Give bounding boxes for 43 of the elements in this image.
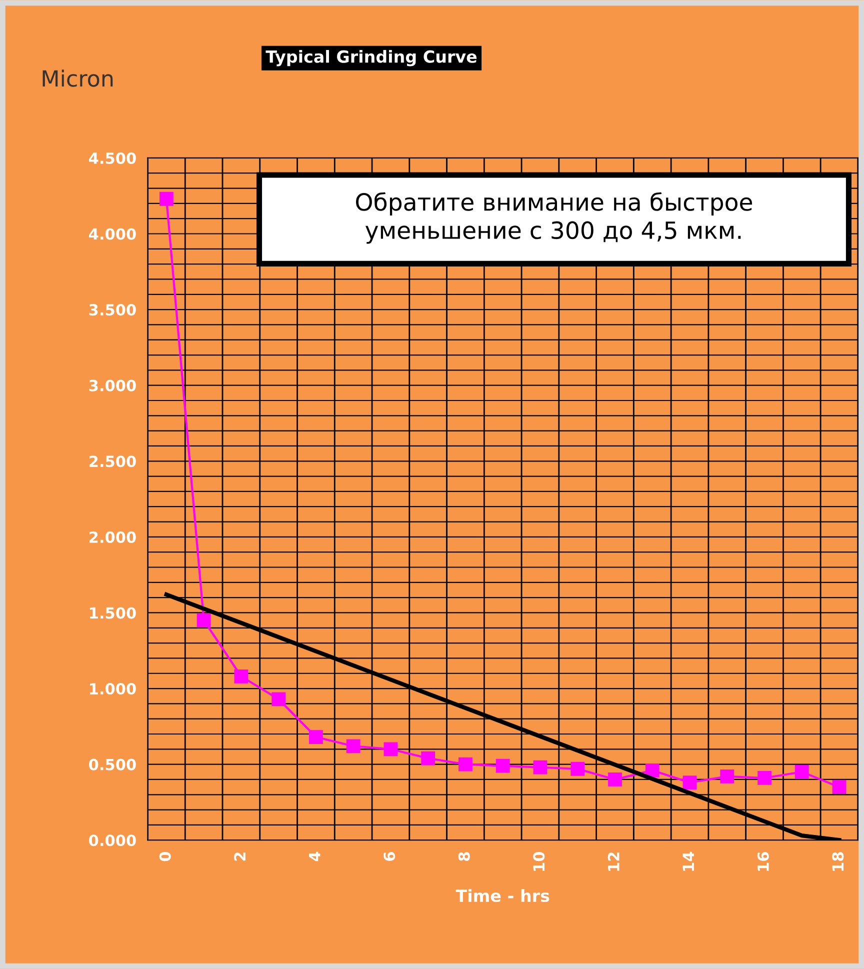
point	[421, 751, 436, 766]
point	[758, 771, 772, 785]
point	[832, 780, 846, 794]
point	[196, 613, 211, 628]
point	[159, 192, 174, 206]
y-tick-label: 2.500	[90, 456, 136, 468]
x-tick-label: 8	[458, 852, 470, 861]
point	[496, 758, 510, 773]
point	[272, 692, 286, 706]
point	[570, 762, 585, 776]
point	[234, 669, 248, 684]
x-tick-label: 10	[533, 852, 545, 871]
x-tick-label: 2	[234, 852, 246, 861]
x-tick-label: 0	[159, 852, 171, 862]
point	[533, 760, 548, 774]
x-tick-label: 16	[757, 852, 769, 871]
x-axis-title: Time - hrs	[456, 889, 550, 902]
annotation: Обратите внимание на быстрое уменьшение с 300 до 4,5 мкм.	[356, 192, 752, 244]
y-tick-label: 1.000	[90, 682, 136, 695]
point	[682, 776, 697, 790]
x-tick-label: 12	[608, 852, 620, 871]
point	[458, 757, 472, 772]
x-tick-label: 6	[384, 852, 396, 861]
y-tick-label: 2.000	[90, 531, 136, 543]
y-tick-label: 3.500	[89, 304, 136, 316]
y-tick-label: 3.000	[89, 380, 136, 392]
y-tick-label: 4.000	[88, 228, 136, 240]
point	[309, 730, 323, 744]
point	[346, 739, 360, 754]
point	[794, 764, 809, 779]
chart-title: Typical Grinding Curve	[266, 50, 477, 66]
y-tick-label: 4.500	[88, 152, 136, 164]
point	[720, 770, 734, 784]
x-tick-label: 4	[309, 852, 320, 862]
point	[384, 742, 398, 756]
point	[645, 763, 660, 778]
point	[608, 772, 622, 786]
y-axis-title: Micron	[42, 70, 113, 87]
x-tick-label: 14	[682, 852, 694, 871]
y-tick-label: 1.500	[90, 607, 136, 619]
y-tick-label: 0.000	[89, 834, 136, 846]
x-tick-label: 18	[832, 852, 844, 871]
y-tick-label: 0.500	[89, 758, 136, 770]
